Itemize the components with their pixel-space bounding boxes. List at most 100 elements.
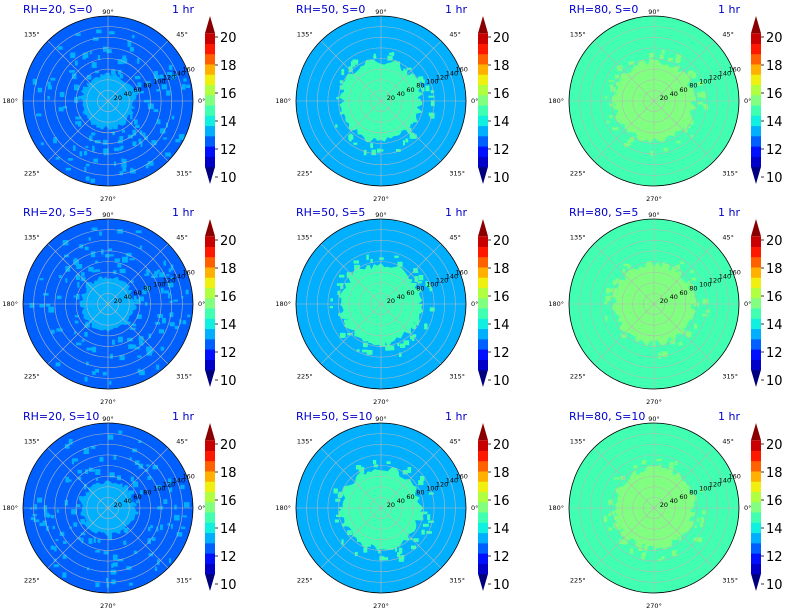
angle-label: 180° [548, 97, 564, 105]
radial-tick-label: 40 [124, 497, 132, 505]
colorbar-segment [205, 256, 215, 268]
colorbar-tick-label: 20 [493, 438, 510, 453]
patch-cell [92, 371, 96, 375]
colorbar-segment [751, 532, 761, 544]
colorbar-segment [751, 33, 761, 44]
colorbar-extend-max [205, 16, 215, 34]
patch-cell [697, 102, 703, 105]
radial-tick-label: 120 [163, 277, 175, 285]
patch-cell [92, 511, 97, 518]
colorbar: 10 12 14 16 18 20 [205, 16, 237, 186]
radial-tick-label: 120 [436, 481, 448, 489]
radial-tick-label: 100 [153, 78, 165, 86]
colorbar-segment [751, 125, 761, 137]
patch-cell [428, 492, 434, 495]
patch-cell [89, 303, 94, 310]
angle-label: 315° [449, 169, 465, 177]
colorbar-segment [205, 491, 215, 503]
patch-cell [150, 349, 154, 353]
patch-cell [88, 266, 94, 272]
radial-tick-label: 60 [406, 289, 414, 297]
patch-cell [615, 295, 622, 299]
patch-cell [398, 547, 403, 554]
patch-cell [355, 465, 361, 470]
patch-cell [163, 260, 166, 266]
patch-cell [86, 75, 92, 80]
colorbar-segment [751, 501, 761, 513]
patch-cell [81, 537, 84, 544]
patch-cell [134, 346, 140, 350]
grid-spoke [107, 507, 169, 569]
patch-cell [403, 537, 410, 540]
patch-cell [630, 548, 633, 554]
radial-tick-label: 20 [387, 297, 395, 305]
patch-cell [139, 339, 144, 346]
angle-label: 225° [24, 576, 40, 584]
patch-cell [90, 178, 95, 183]
colorbar-segment [751, 236, 761, 247]
patch-cell [425, 280, 428, 287]
panel-title: RH=20, S=0 [23, 3, 92, 16]
grid-spoke [320, 243, 382, 305]
colorbar-segment [751, 553, 761, 564]
patch-cell [690, 135, 693, 138]
grid-spoke [107, 303, 169, 365]
angle-label: 90° [375, 8, 387, 16]
colorbar-tick-label: 12 [766, 346, 783, 361]
patch-cell [130, 476, 134, 482]
radial-tick-label: 100 [153, 281, 165, 289]
colorbar-tick-label: 10 [493, 171, 510, 186]
polar-outline [568, 422, 740, 594]
patch-cell [623, 263, 630, 267]
colorbar-segment [751, 84, 761, 96]
radial-tick-label: 120 [163, 481, 175, 489]
patch-cell [641, 461, 646, 465]
colorbar-segment [478, 236, 488, 247]
patch-cell [350, 61, 356, 67]
patch-cell [129, 47, 134, 52]
angle-label: 270° [373, 398, 389, 406]
colorbar-segment [751, 105, 761, 116]
patch-cell [119, 268, 126, 274]
colorbar-extend-max [205, 423, 215, 441]
radial-tick-label: 100 [699, 485, 711, 493]
angle-label: 180° [275, 97, 291, 105]
patch-cell [91, 446, 96, 449]
patch-cell [138, 440, 142, 444]
colorbar-tick-label: 16 [766, 494, 783, 509]
patch-cell [108, 248, 112, 252]
patch-cell [146, 81, 151, 85]
patch-cell [117, 92, 121, 97]
patch-cell [108, 534, 112, 540]
radial-tick-label: 40 [670, 293, 678, 301]
patch-cell [48, 306, 55, 313]
radial-tick-label: 40 [670, 497, 678, 505]
colorbar-segment [205, 501, 215, 513]
patch-cell [114, 522, 119, 528]
polar-panel: RH=80, S=5 1 hr 0° 45° 90° 135° 180° 225° 270° 31… [548, 206, 782, 406]
colorbar-tick-label: 14 [493, 522, 510, 537]
angle-label: 270° [646, 602, 662, 610]
patch-cell [156, 119, 161, 125]
patch-cell [392, 546, 397, 549]
patch-cell [329, 306, 333, 309]
patch-cell [690, 497, 694, 503]
polar-grid [295, 218, 467, 390]
angle-label: 180° [548, 300, 564, 308]
patch-cell [112, 121, 118, 124]
patch-cell [376, 269, 379, 274]
patch-cell [690, 70, 694, 75]
patch-cell [612, 288, 618, 293]
colorbar-segment [751, 287, 761, 299]
patch-cell [32, 514, 37, 517]
patch-cell [86, 289, 90, 292]
patch-cell [117, 229, 123, 234]
patch-cell [156, 526, 159, 532]
polar-panel: RH=20, S=10 1 hr 0° 45° 90° 135° 180° 225° 270° 3… [2, 410, 236, 610]
patch-cell [367, 543, 371, 547]
patch-cell [111, 563, 114, 568]
angle-label: 135° [24, 438, 40, 446]
grid-spoke [593, 507, 655, 569]
patch-cell [95, 517, 101, 524]
patch-cell [54, 545, 57, 552]
